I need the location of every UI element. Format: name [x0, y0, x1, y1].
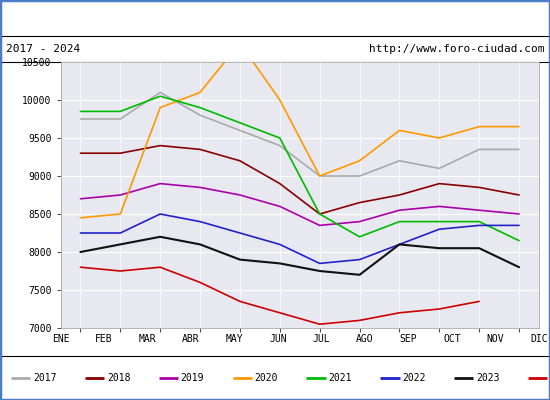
- Text: AGO: AGO: [356, 334, 374, 344]
- Text: 2022: 2022: [402, 373, 426, 383]
- Text: 2019: 2019: [181, 373, 204, 383]
- Text: 2023: 2023: [476, 373, 499, 383]
- Text: JUN: JUN: [269, 334, 287, 344]
- Text: NOV: NOV: [487, 334, 504, 344]
- Text: http://www.foro-ciudad.com: http://www.foro-ciudad.com: [369, 44, 544, 54]
- Text: FEB: FEB: [95, 334, 113, 344]
- Text: MAY: MAY: [226, 334, 243, 344]
- Text: 2017: 2017: [33, 373, 57, 383]
- Text: 2017 - 2024: 2017 - 2024: [6, 44, 80, 54]
- Text: ABR: ABR: [182, 334, 200, 344]
- Text: 2021: 2021: [328, 373, 352, 383]
- Text: OCT: OCT: [443, 334, 461, 344]
- Text: SEP: SEP: [400, 334, 417, 344]
- Text: Evolucion del paro registrado en Alcalá de Guadaira: Evolucion del paro registrado en Alcalá …: [71, 12, 479, 24]
- Text: ENE: ENE: [52, 334, 69, 344]
- Text: 2020: 2020: [255, 373, 278, 383]
- Text: DIC: DIC: [530, 334, 548, 344]
- Text: JUL: JUL: [313, 334, 331, 344]
- Text: MAR: MAR: [139, 334, 156, 344]
- Text: 2018: 2018: [107, 373, 130, 383]
